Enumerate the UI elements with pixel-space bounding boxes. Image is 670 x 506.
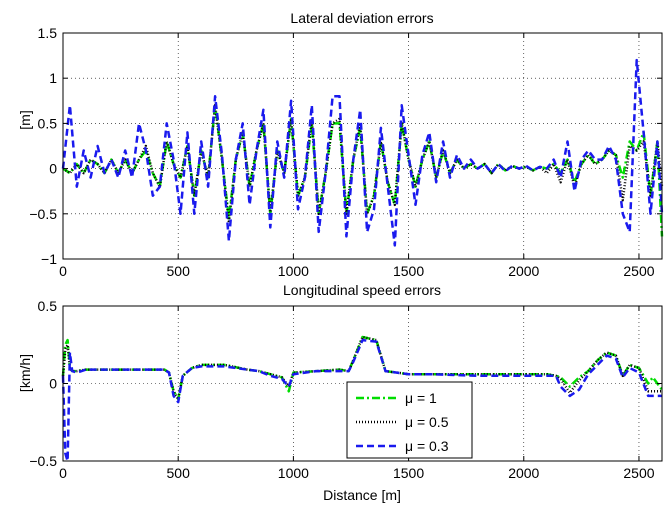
x-tick-label: 0 bbox=[59, 263, 67, 279]
lateral-chart: Lateral deviation errors [m] 0 500 1000 150… bbox=[17, 10, 664, 279]
series-line-3 bbox=[61, 338, 662, 463]
speed-chart-title: Longitudinal speed errors bbox=[283, 282, 441, 298]
x-tick-label: 1500 bbox=[393, 465, 424, 481]
x-tick-label: 1000 bbox=[278, 263, 309, 279]
y-tick-label: −1 bbox=[41, 251, 57, 267]
series-line-2 bbox=[62, 104, 664, 225]
x-tick-label: 500 bbox=[167, 263, 191, 279]
lateral-chart-title: Lateral deviation errors bbox=[290, 10, 433, 26]
y-tick-label: 0.5 bbox=[38, 298, 58, 314]
x-tick-label: 2500 bbox=[623, 263, 654, 279]
y-tick-label: 0.5 bbox=[38, 115, 58, 131]
y-tick-label: 0 bbox=[49, 376, 57, 392]
speed-chart-ylabel: [km/h] bbox=[17, 354, 33, 392]
x-tick-label: 2500 bbox=[623, 465, 654, 481]
legend-label-3: μ = 0.3 bbox=[405, 438, 449, 454]
y-tick-label: −0.5 bbox=[29, 453, 57, 469]
speed-ticks: 0 500 1000 1500 2000 2500−0.500.5 bbox=[29, 298, 662, 481]
speed-chart-xlabel: Distance [m] bbox=[323, 487, 401, 503]
y-tick-label: 1 bbox=[49, 70, 57, 86]
speed-chart: Longitudinal speed errors [km/h] Distanc… bbox=[17, 282, 664, 503]
x-tick-label: 2000 bbox=[508, 465, 539, 481]
x-tick-label: 1000 bbox=[278, 465, 309, 481]
legend: μ = 1 μ = 0.5 μ = 0.3 bbox=[346, 381, 473, 459]
legend-label-2: μ = 0.5 bbox=[405, 414, 449, 430]
lateral-plot-frame bbox=[62, 32, 663, 260]
x-tick-label: 2000 bbox=[508, 263, 539, 279]
x-tick-label: 1500 bbox=[393, 263, 424, 279]
speed-series bbox=[61, 335, 664, 463]
lateral-series bbox=[61, 58, 664, 247]
lateral-ticks: 0 500 1000 1500 2000 2500 −1 −0.5 0 0.5 1 1.5 bbox=[29, 25, 662, 279]
legend-label-1: μ = 1 bbox=[405, 390, 437, 406]
y-tick-label: 1.5 bbox=[38, 25, 58, 41]
x-tick-label: 500 bbox=[167, 465, 191, 481]
lateral-chart-ylabel: [m] bbox=[17, 110, 33, 129]
y-tick-label: −0.5 bbox=[29, 206, 57, 222]
y-tick-label: 0 bbox=[49, 161, 57, 177]
series-line-3 bbox=[61, 58, 664, 247]
x-tick-label: 0 bbox=[59, 465, 67, 481]
